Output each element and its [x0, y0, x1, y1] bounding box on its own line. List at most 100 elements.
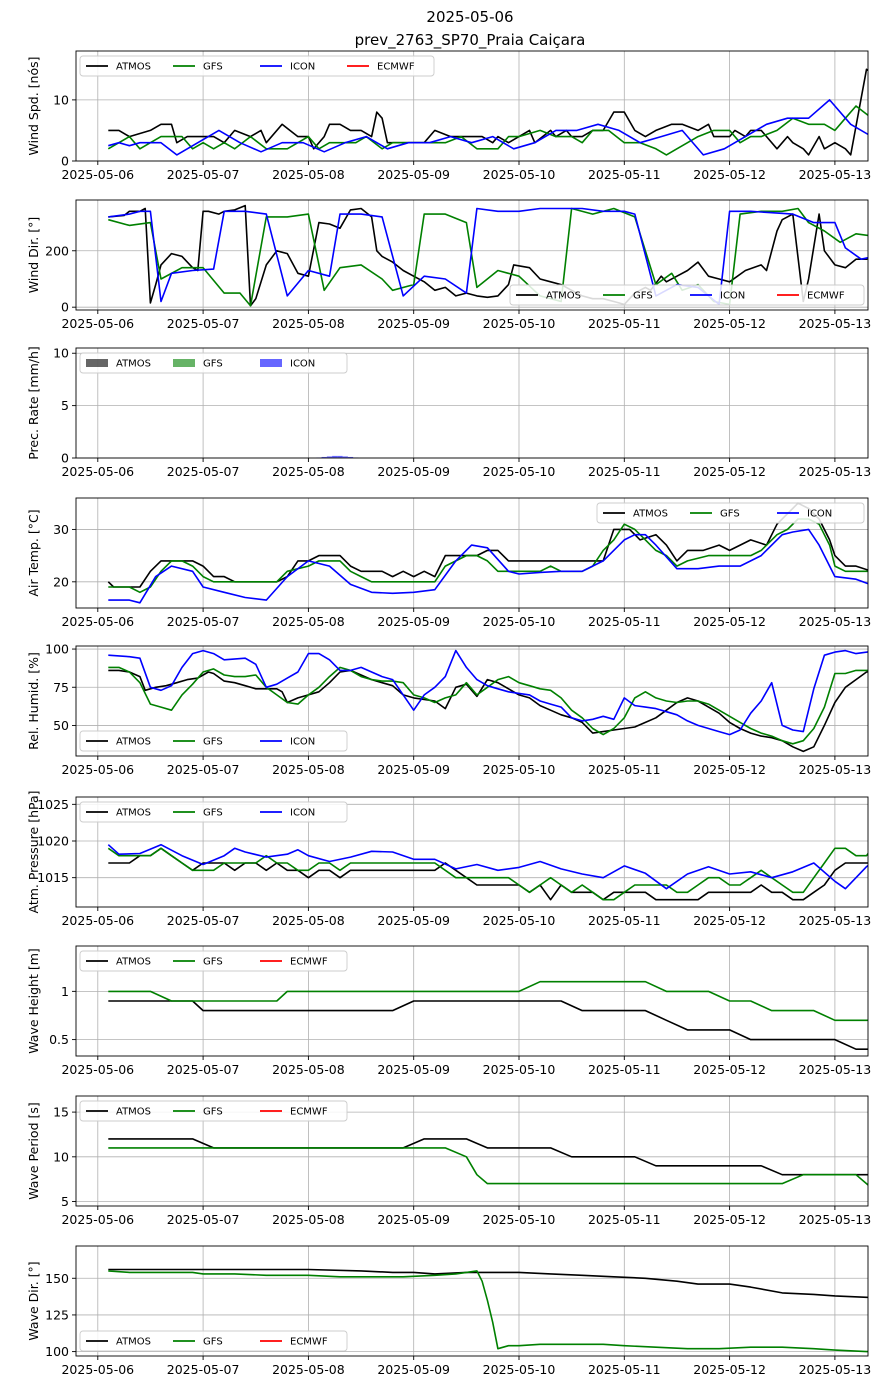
legend-swatch-atmos — [86, 359, 108, 367]
y-axis-label: Prec. Rate [mm/h] — [26, 346, 41, 460]
y-tick-label: 150 — [45, 1271, 69, 1286]
x-tick-label: 2025-05-11 — [588, 316, 661, 331]
legend-label-icon: ICON — [290, 737, 315, 748]
wave-direction-data — [108, 1268, 868, 1353]
series-line-gfs — [108, 1270, 868, 1353]
series-line-icon — [108, 649, 868, 736]
x-tick-label: 2025-05-12 — [693, 913, 766, 928]
legend-box — [79, 1100, 348, 1122]
precip-bar-icon — [321, 456, 327, 458]
legend: ATMOS GFS ICON — [79, 801, 348, 823]
legend: ATMOS GFS ICON — [79, 730, 348, 752]
y-tick-label: 20 — [53, 574, 69, 589]
x-tick-label: 2025-05-13 — [799, 464, 872, 479]
x-tick-label: 2025-05-12 — [693, 1212, 766, 1227]
atmospheric-pressure-panel: 1015 1020 1025 2025-05-06 2025-05-07 2025-05-… — [26, 790, 871, 928]
air-temperature-data — [107, 502, 868, 604]
legend: ATMOS GFS ECMWF — [79, 950, 348, 972]
y-tick-label: 10 — [53, 92, 69, 107]
x-tick-label: 2025-05-08 — [272, 1062, 345, 1077]
y-axis-label: Rel. Humid. [%] — [26, 652, 41, 750]
figure-subtitle: prev_2763_SP70_Praia Caiçara — [355, 31, 586, 50]
y-tick-label: 50 — [53, 718, 69, 733]
wave-height-panel: 0.5 1 2025-05-06 2025-05-07 2025-05-08 2025-0… — [26, 945, 871, 1077]
axes-frame — [75, 945, 869, 1057]
x-tick-label: 2025-05-08 — [272, 167, 345, 182]
wave-height-data — [108, 980, 868, 1050]
wind-speed-data — [107, 68, 868, 156]
legend: ATMOS GFS ICON ECMWF — [509, 284, 865, 306]
x-tick-label: 2025-05-06 — [61, 1362, 134, 1377]
y-axis-label: Wave Dir. [°] — [26, 1261, 41, 1340]
relative-humidity-data — [108, 649, 868, 753]
x-tick-label: 2025-05-12 — [693, 167, 766, 182]
legend-box — [79, 950, 348, 972]
y-tick-label: 125 — [45, 1307, 69, 1322]
y-tick-label: 1020 — [37, 834, 69, 849]
precip-bar-icon — [342, 456, 348, 458]
x-tick-label: 2025-05-12 — [693, 614, 766, 629]
x-tick-label: 2025-05-08 — [272, 614, 345, 629]
axes-frame — [75, 796, 869, 908]
x-tick-label: 2025-05-13 — [799, 316, 872, 331]
x-tick-label: 2025-05-10 — [483, 464, 556, 479]
y-tick-label: 200 — [45, 243, 69, 258]
legend-label-atmos: ATMOS — [116, 1337, 151, 1348]
x-tick-label: 2025-05-10 — [483, 762, 556, 777]
x-tick-label: 2025-05-10 — [483, 1362, 556, 1377]
legend: ATMOS GFS ICON — [79, 352, 348, 374]
legend-label-ecmwf: ECMWF — [377, 62, 415, 73]
x-tick-label: 2025-05-12 — [693, 1362, 766, 1377]
y-tick-label: 1 — [61, 984, 69, 999]
precip-bar-icon — [337, 455, 343, 458]
y-tick-label: 30 — [53, 522, 69, 537]
axes-frame — [75, 645, 869, 757]
y-tick-label: 0.5 — [49, 1032, 69, 1047]
x-tick-label: 2025-05-06 — [61, 316, 134, 331]
wave-direction-panel: 100 125 150 2025-05-06 2025-05-07 2025-05-08 2… — [26, 1245, 871, 1377]
axes-frame — [75, 347, 869, 459]
x-tick-label: 2025-05-11 — [588, 167, 661, 182]
precip-bar-icon — [347, 456, 354, 458]
series-line-gfs — [108, 980, 868, 1022]
x-tick-label: 2025-05-07 — [167, 614, 240, 629]
legend-label-icon: ICON — [720, 291, 745, 302]
legend-label-atmos: ATMOS — [546, 291, 581, 302]
legend-label-icon: ICON — [807, 509, 832, 520]
x-tick-label: 2025-05-08 — [272, 913, 345, 928]
legend-label-gfs: GFS — [203, 1337, 223, 1348]
series-line-atmos — [108, 1000, 868, 1050]
x-tick-label: 2025-05-07 — [167, 167, 240, 182]
x-tick-label: 2025-05-08 — [272, 316, 345, 331]
x-tick-label: 2025-05-09 — [377, 1212, 450, 1227]
legend-box — [596, 502, 865, 524]
legend-label-gfs: GFS — [203, 808, 223, 819]
x-tick-label: 2025-05-11 — [588, 1062, 661, 1077]
atmospheric-pressure-data — [107, 843, 868, 901]
legend: ATMOS GFS ICON — [596, 502, 865, 524]
x-tick-label: 2025-05-11 — [588, 913, 661, 928]
legend-label-gfs: GFS — [203, 737, 223, 748]
y-tick-label: 0 — [61, 451, 69, 466]
legend-label-gfs: GFS — [203, 62, 223, 73]
x-tick-label: 2025-05-13 — [799, 1212, 872, 1227]
x-tick-label: 2025-05-08 — [272, 1362, 345, 1377]
y-axis-label: Wave Height [m] — [26, 948, 41, 1054]
y-tick-label: 100 — [45, 642, 69, 657]
legend-box — [509, 284, 865, 306]
legend-box — [79, 55, 435, 77]
y-tick-label: 15 — [53, 1105, 69, 1120]
legend-label-ecmwf: ECMWF — [290, 1107, 328, 1118]
wind-direction-panel: 0 200 2025-05-06 2025-05-07 2025-05-08 2025-0… — [26, 199, 872, 331]
series-line-atmos — [108, 847, 868, 901]
legend-label-ecmwf: ECMWF — [290, 1337, 328, 1348]
x-tick-label: 2025-05-11 — [588, 464, 661, 479]
y-axis-label: Atm. Pressure [hPa] — [26, 790, 41, 913]
x-tick-label: 2025-05-08 — [272, 762, 345, 777]
x-tick-label: 2025-05-10 — [483, 1212, 556, 1227]
x-tick-label: 2025-05-07 — [167, 913, 240, 928]
y-axis-label: Air Temp. [°C] — [26, 509, 41, 596]
wind-speed-panel: 0 10 2025-05-06 2025-05-07 2025-05-08 2025-05… — [26, 50, 871, 182]
y-tick-label: 0 — [61, 154, 69, 169]
